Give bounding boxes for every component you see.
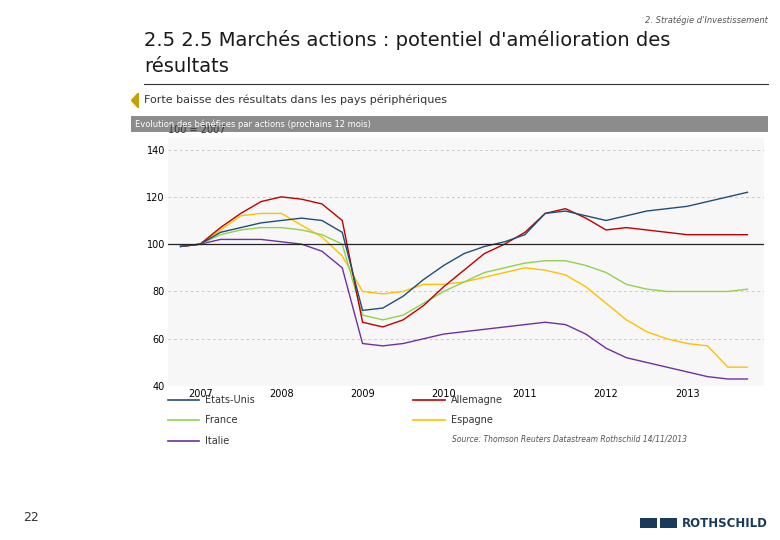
Text: ROTHSCHILD: ROTHSCHILD xyxy=(682,517,768,530)
Text: Evolution des bénéfices par actions (prochains 12 mois): Evolution des bénéfices par actions (pro… xyxy=(135,119,370,129)
Text: 2. Stratégie d'Investissement: 2. Stratégie d'Investissement xyxy=(645,15,768,25)
Polygon shape xyxy=(131,93,139,108)
Text: 22: 22 xyxy=(23,511,39,524)
Text: Italie: Italie xyxy=(205,436,229,446)
Text: résultats: résultats xyxy=(144,57,229,76)
Text: Etats-Unis: Etats-Unis xyxy=(205,395,255,404)
Text: Allemagne: Allemagne xyxy=(451,395,503,404)
Text: Forte baisse des résultats dans les pays périphériques: Forte baisse des résultats dans les pays… xyxy=(144,94,447,105)
Text: Espagne: Espagne xyxy=(451,415,493,425)
Text: France: France xyxy=(205,415,238,425)
Text: Source: Thomson Reuters Datastream Rothschild 14/11/2013: Source: Thomson Reuters Datastream Roths… xyxy=(452,435,687,444)
Text: 100 = 2007: 100 = 2007 xyxy=(168,125,225,135)
Text: 2.5 2.5 Marchés actions : potentiel d'amélioration des: 2.5 2.5 Marchés actions : potentiel d'am… xyxy=(144,30,671,50)
